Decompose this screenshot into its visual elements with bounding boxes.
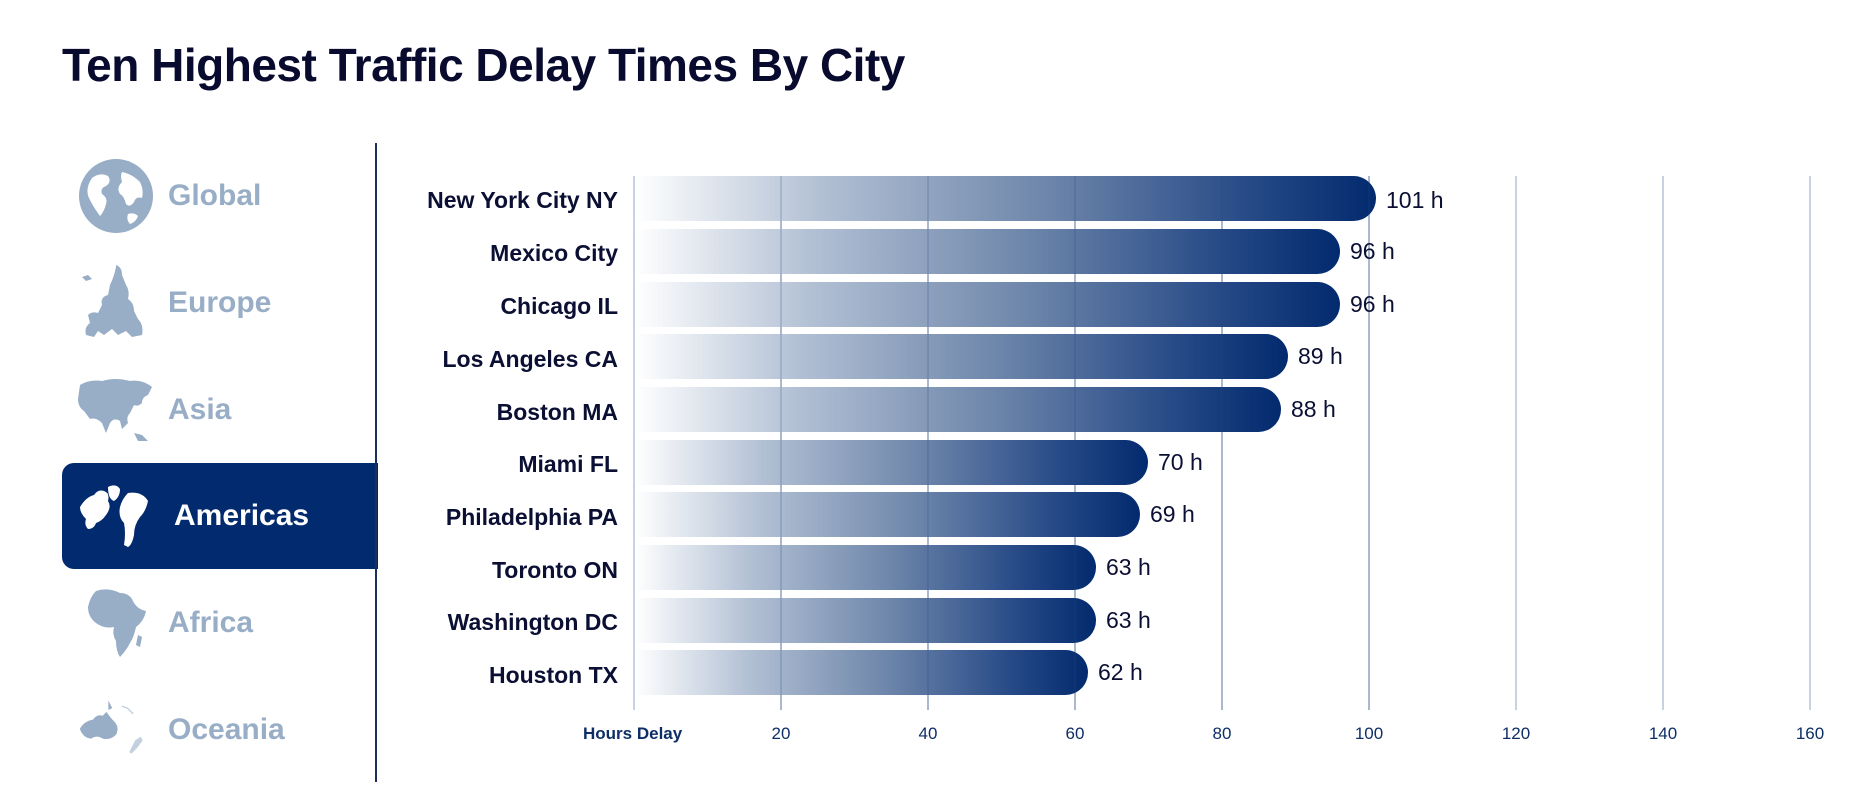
y-axis-line <box>633 176 635 710</box>
globe-icon <box>76 156 156 236</box>
region-label: Global <box>168 179 262 212</box>
x-tick-label: 40 <box>918 724 938 743</box>
region-tab-asia[interactable]: Asia <box>62 357 378 463</box>
category-label: Chicago IL <box>500 293 618 319</box>
region-label: Asia <box>168 393 232 426</box>
value-label: 63 h <box>1106 554 1151 580</box>
bar[interactable] <box>635 545 1096 590</box>
sidebar-divider <box>375 143 377 782</box>
value-label: 70 h <box>1158 449 1203 475</box>
category-label: Miami FL <box>518 451 618 477</box>
oceania-map-icon <box>76 690 156 770</box>
x-tick-label: 100 <box>1354 724 1384 743</box>
bar[interactable] <box>635 598 1096 643</box>
x-tick-label: 120 <box>1501 724 1531 743</box>
region-label: Americas <box>174 499 310 532</box>
category-label: Washington DC <box>447 609 618 635</box>
region-tab-africa[interactable]: Africa <box>62 570 378 676</box>
region-tab-oceania[interactable]: Oceania <box>62 677 378 783</box>
x-tick-label: 140 <box>1648 724 1678 743</box>
value-label: 96 h <box>1350 291 1395 317</box>
europe-map-icon <box>76 263 156 343</box>
page-title: Ten Highest Traffic Delay Times By City <box>62 39 905 91</box>
region-label: Europe <box>168 286 272 319</box>
value-label: 69 h <box>1150 501 1195 527</box>
value-label: 88 h <box>1291 396 1336 422</box>
gridline <box>1662 176 1664 710</box>
americas-map-icon <box>76 476 156 556</box>
bar[interactable] <box>635 176 1376 221</box>
bar[interactable] <box>635 229 1340 274</box>
value-label: 62 h <box>1098 659 1143 685</box>
region-sidebar: Global Europe Asia Americas <box>62 143 378 783</box>
value-label: 101 h <box>1386 187 1444 213</box>
gridline <box>1515 176 1517 710</box>
value-label: 96 h <box>1350 238 1395 264</box>
region-tab-americas[interactable]: Americas <box>62 463 378 569</box>
category-label: Los Angeles CA <box>442 346 618 372</box>
bar[interactable] <box>635 492 1140 537</box>
gridline <box>1809 176 1811 710</box>
region-label: Oceania <box>168 713 285 746</box>
bar[interactable] <box>635 334 1288 379</box>
bar[interactable] <box>635 387 1281 432</box>
region-label: Africa <box>168 606 254 639</box>
region-tab-global[interactable]: Global <box>62 143 378 249</box>
region-tab-europe[interactable]: Europe <box>62 250 378 356</box>
asia-map-icon <box>76 370 156 450</box>
category-label: Houston TX <box>488 662 618 688</box>
x-tick-label: 80 <box>1212 724 1232 743</box>
x-tick-label: 160 <box>1795 724 1825 743</box>
gridline <box>1368 176 1370 710</box>
bar[interactable] <box>635 282 1340 327</box>
category-label: Toronto ON <box>491 557 618 583</box>
bar[interactable] <box>635 650 1088 695</box>
category-label: New York City NY <box>427 187 618 213</box>
gridline <box>1221 176 1223 710</box>
x-tick-label: 60 <box>1065 724 1085 743</box>
value-label: 89 h <box>1298 343 1343 369</box>
category-label: Mexico City <box>490 240 618 266</box>
x-axis-title: Hours Delay <box>583 724 683 743</box>
africa-map-icon <box>76 583 156 663</box>
x-tick-label: 20 <box>771 724 791 743</box>
value-label: 63 h <box>1106 607 1151 633</box>
category-label: Philadelphia PA <box>445 504 618 530</box>
bar[interactable] <box>635 440 1148 485</box>
category-label: Boston MA <box>496 399 618 425</box>
